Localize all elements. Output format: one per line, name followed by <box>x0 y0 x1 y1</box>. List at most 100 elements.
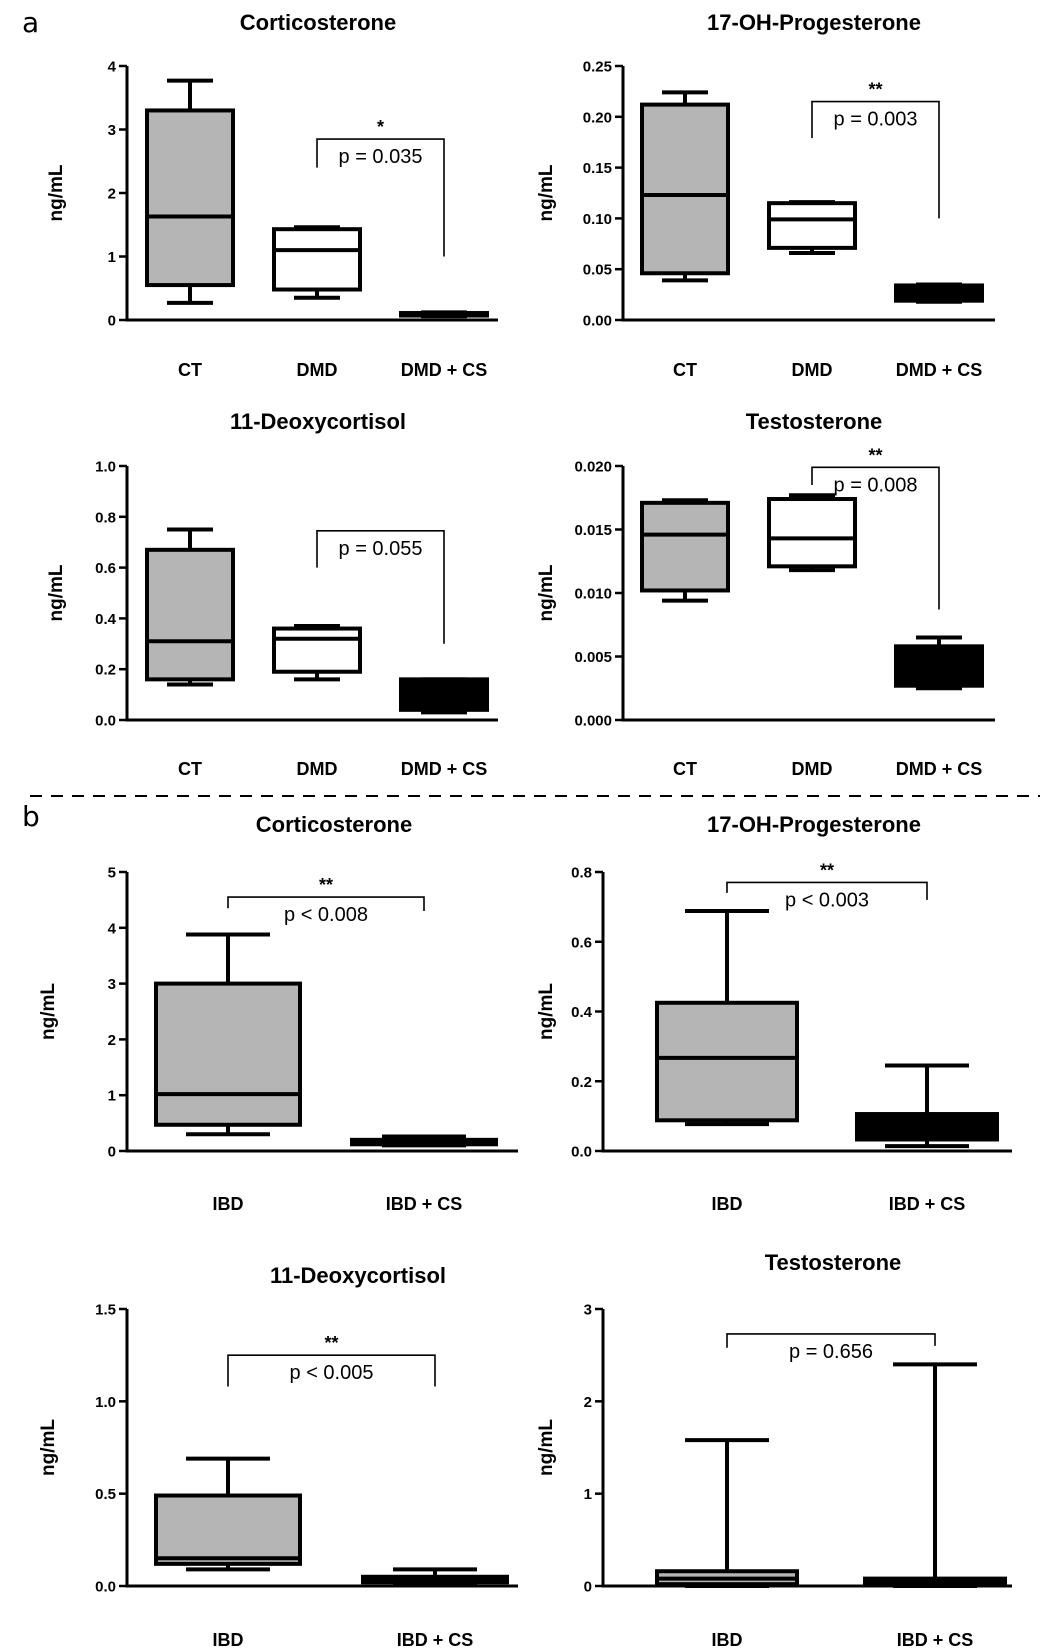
category-label: CT <box>673 360 697 380</box>
box-ct <box>640 90 730 283</box>
charts-group: Corticosterone ng/mL 0 1 2 3 4 CT DMD DMD + CS * p … <box>38 10 1012 1648</box>
box-ibd <box>154 1456 302 1572</box>
bracket-line <box>227 896 425 912</box>
category-label: CT <box>673 759 697 779</box>
y-tick-label: 4 <box>108 920 117 937</box>
bracket-line <box>316 138 445 257</box>
significance-stars: ** <box>868 80 882 100</box>
y-tick-label: 3 <box>584 1302 592 1319</box>
box-ibd-cs <box>855 1063 999 1149</box>
y-tick-label: 2 <box>108 186 116 203</box>
y-tick-label: 0.0 <box>95 713 116 730</box>
chart-title: 11-Deoxycortisol <box>270 1263 446 1288</box>
category-label: IBD <box>213 1630 244 1648</box>
y-tick-label: 0.8 <box>95 509 116 526</box>
category-label: CT <box>178 759 202 779</box>
panel-letter-a: a <box>22 6 39 39</box>
y-tick-label: 0.4 <box>95 611 117 628</box>
y-tick-label: 0.2 <box>571 1074 592 1091</box>
y-tick-label: 0.6 <box>95 560 116 577</box>
p-value-label: p = 0.008 <box>834 474 918 496</box>
category-label: DMD + CS <box>401 759 488 779</box>
chart-title: 17-OH-Progesterone <box>707 10 921 35</box>
y-tick-label: 0.020 <box>574 459 612 476</box>
p-value-label: p = 0.035 <box>339 146 423 168</box>
significance-bracket: * p = 0.035 <box>316 117 445 257</box>
iqr-box <box>145 108 235 288</box>
y-tick-label: 0.20 <box>583 109 612 126</box>
chart-title: 17-OH-Progesterone <box>707 812 921 837</box>
significance-bracket: ** p < 0.005 <box>227 1333 436 1387</box>
significance-stars: ** <box>820 860 834 880</box>
y-tick-label: 0.010 <box>574 586 612 603</box>
y-tick-label: 0 <box>108 1144 116 1161</box>
bracket-line <box>227 1354 436 1387</box>
chart-title: Corticosterone <box>256 812 412 837</box>
y-axis-label: ng/mL <box>46 564 67 621</box>
chart-title: Testosterone <box>765 1250 902 1275</box>
category-label: DMD + CS <box>896 759 983 779</box>
y-tick-label: 2 <box>584 1394 592 1411</box>
category-label: DMD <box>792 759 833 779</box>
category-label: DMD + CS <box>896 360 983 380</box>
iqr-box <box>767 201 857 250</box>
y-tick-label: 0.6 <box>571 934 592 951</box>
box-dmd <box>767 200 857 255</box>
box-ct <box>145 527 235 687</box>
y-tick-label: 1.0 <box>95 1394 116 1411</box>
chart-6: 11-Deoxycortisol ng/mL 0.0 0.5 1.0 1.5 IBD IBD … <box>38 1263 518 1648</box>
iqr-box <box>655 1000 799 1123</box>
bracket-line <box>811 100 940 219</box>
y-tick-label: 0.25 <box>583 59 612 76</box>
box-dmd <box>272 624 362 682</box>
significance-bracket: ** p = 0.008 <box>811 445 940 610</box>
iqr-box <box>272 626 362 674</box>
significance-bracket: p = 0.055 <box>316 529 445 644</box>
y-tick-label: 0.005 <box>574 649 612 666</box>
box-ibd <box>655 909 799 1127</box>
y-tick-label: 1.0 <box>95 459 116 476</box>
y-axis-label: ng/mL <box>38 983 59 1040</box>
y-tick-label: 2 <box>108 1032 116 1049</box>
chart-0: Corticosterone ng/mL 0 1 2 3 4 CT DMD DMD + CS * p … <box>46 10 498 380</box>
y-tick-label: 0.5 <box>95 1486 116 1503</box>
bracket-line <box>726 881 928 900</box>
chart-3: Testosterone ng/mL 0.000 0.005 0.010 0.015 0.0… <box>536 409 995 779</box>
category-label: IBD + CS <box>889 1194 966 1214</box>
category-label: IBD <box>213 1194 244 1214</box>
box-ct <box>640 498 730 603</box>
iqr-box <box>154 1493 302 1566</box>
y-tick-label: 4 <box>108 59 117 76</box>
y-tick-label: 1 <box>584 1486 592 1503</box>
iqr-box <box>145 547 235 682</box>
y-tick-label: 0.015 <box>574 522 612 539</box>
p-value-label: p = 0.656 <box>789 1341 873 1363</box>
box-ibd-cs <box>863 1362 1007 1588</box>
panel-letter-b: b <box>22 800 40 833</box>
bracket-line <box>316 529 445 644</box>
significance-bracket: ** p = 0.003 <box>811 80 940 219</box>
p-value-label: p < 0.003 <box>785 889 869 911</box>
iqr-box <box>399 677 489 712</box>
iqr-box <box>640 102 730 276</box>
p-value-label: p < 0.008 <box>284 904 368 926</box>
y-tick-label: 5 <box>108 865 116 882</box>
y-tick-label: 0 <box>584 1579 592 1596</box>
y-tick-label: 0.10 <box>583 211 612 228</box>
y-axis-label: ng/mL <box>536 983 557 1040</box>
chart-1: 17-OH-Progesterone ng/mL 0.00 0.05 0.10 0.15 0… <box>536 10 995 380</box>
category-label: DMD + CS <box>401 360 488 380</box>
iqr-box <box>640 500 730 593</box>
box-ibd <box>655 1438 799 1588</box>
significance-stars: ** <box>319 875 333 895</box>
box-dmd <box>272 225 362 300</box>
box-dmd-cs <box>399 677 489 715</box>
chart-5: 17-OH-Progesterone ng/mL 0.0 0.2 0.4 0.6 0.8 IB… <box>536 812 1012 1214</box>
category-label: IBD <box>712 1194 743 1214</box>
p-value-label: p = 0.003 <box>834 109 918 131</box>
bracket-line <box>726 1333 936 1348</box>
y-tick-label: 0.0 <box>95 1579 116 1596</box>
box-ibd-cs <box>361 1567 509 1587</box>
significance-bracket: ** p < 0.003 <box>726 860 928 911</box>
